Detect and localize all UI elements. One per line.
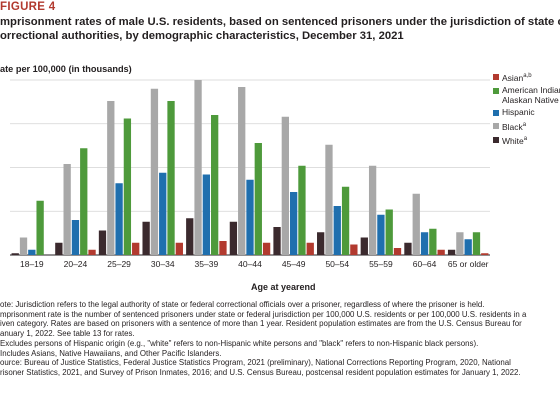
bar-american-indian-alaskan-native (123, 118, 132, 255)
bar-black (150, 88, 159, 255)
legend-item: Hispanic (493, 108, 560, 118)
legend-label: American Indian/Alaskan Native (502, 85, 560, 105)
bar-hispanic (202, 174, 211, 255)
x-tick-label: 55–59 (369, 259, 393, 269)
x-tick-label: 65 or older (448, 259, 489, 269)
bar-white (55, 242, 63, 255)
chart-notes: ote: Jurisdiction refers to the legal au… (0, 300, 560, 378)
bar-asian (393, 248, 402, 255)
bar-asian (88, 249, 96, 255)
bar-hispanic (377, 214, 385, 255)
source-line-2: risoner Statistics, 2021, and Survey of … (0, 367, 521, 377)
source-line-1: ource: Bureau of Justice Statistics, Fed… (0, 358, 511, 368)
legend-item: Asiana,b (493, 72, 560, 83)
bar-hispanic (464, 239, 472, 255)
bar-white (360, 237, 368, 255)
legend-label: Blacka (502, 121, 527, 132)
bar-white (186, 218, 194, 255)
bar-chart: 18–19 20–24 25–29 30–34 35–39 40–44 45–49 50–54… (10, 79, 490, 269)
bar-black (107, 101, 115, 255)
legend-label: Asiana,b (502, 72, 532, 83)
x-tick-label: 45–49 (282, 259, 306, 269)
bar-black (63, 164, 71, 255)
bar-white (11, 253, 19, 255)
note-line-4: anuary 1, 2022. See table 13 for rates. (0, 329, 135, 339)
bar-white (273, 227, 281, 255)
legend-item: Blacka (493, 121, 560, 132)
bar-american-indian-alaskan-native (472, 232, 481, 255)
note-line-2: mprisonment rate is the number of senten… (0, 309, 527, 319)
bar-black (368, 165, 377, 255)
x-tick-label: 50–54 (325, 259, 349, 269)
bar-american-indian-alaskan-native (36, 200, 44, 255)
chart-title-line-2: orrectional authorities, by demographic … (0, 30, 404, 42)
bar-white (229, 221, 238, 255)
y-axis-label: ate per 100,000 (in thousands) (0, 64, 132, 74)
legend-label: Whitea (502, 135, 528, 146)
bar-hispanic (115, 183, 123, 255)
x-tick-label: 30–34 (151, 259, 175, 269)
bar-hispanic (420, 232, 429, 255)
legend-item: American Indian/Alaskan Native (493, 86, 560, 105)
bar-black (238, 87, 246, 255)
bar-white (317, 232, 325, 255)
bar-american-indian-alaskan-native (254, 143, 262, 255)
legend-swatch (493, 122, 499, 129)
x-tick-label: 40–44 (238, 259, 262, 269)
bar-white (142, 221, 150, 255)
bar-asian (132, 242, 140, 255)
chart-title: mprisonment rates of male U.S. residents… (0, 15, 560, 43)
chart-legend: Asiana,b American Indian/Alaskan Native Hi… (493, 72, 560, 149)
note-line-1: ote: Jurisdiction refers to the legal au… (0, 300, 485, 309)
x-tick-label: 20–24 (64, 259, 88, 269)
bar-hispanic (159, 172, 167, 255)
legend-swatch (493, 137, 499, 144)
bar-american-indian-alaskan-native (429, 228, 437, 255)
bar-asian (306, 242, 314, 255)
bar-black (325, 144, 333, 255)
bar-asian (437, 249, 445, 255)
bar-american-indian-alaskan-native (385, 209, 393, 255)
footnote-a: Excludes persons of Hispanic origin (e.g… (0, 338, 479, 348)
chart-title-line-1: mprisonment rates of male U.S. residents… (0, 16, 560, 28)
bar-white (447, 249, 456, 255)
bar-american-indian-alaskan-native (211, 115, 219, 255)
x-tick-label: 60–64 (413, 259, 437, 269)
bar-white (404, 242, 412, 255)
bar-american-indian-alaskan-native (167, 101, 175, 255)
footnote-b: Includes Asians, Native Hawaiians, and O… (0, 348, 222, 358)
bar-black (194, 80, 202, 255)
x-axis-title: Age at yearend (251, 282, 316, 292)
bar-american-indian-alaskan-native (80, 148, 88, 255)
legend-swatch (493, 88, 499, 95)
legend-swatch (493, 74, 499, 80)
legend-item: Whitea (493, 135, 560, 146)
legend-swatch (493, 110, 499, 117)
x-tick-label: 35–39 (195, 259, 219, 269)
bar-black (281, 116, 289, 255)
figure-label: FIGURE 4 (0, 1, 56, 13)
bar-hispanic (289, 192, 298, 255)
x-tick-label: 18–19 (20, 259, 44, 269)
bar-hispanic (333, 206, 341, 255)
bar-asian (262, 242, 271, 255)
bar-american-indian-alaskan-native (341, 186, 350, 255)
bar-asian (481, 253, 489, 255)
bar-black (456, 232, 464, 255)
x-tick-label: 25–29 (107, 259, 131, 269)
note-line-3: iven category. Rates are based on prison… (0, 319, 522, 329)
legend-label: Hispanic (502, 107, 535, 118)
bar-hispanic (246, 179, 254, 255)
bar-american-indian-alaskan-native (298, 165, 306, 255)
bar-hispanic (28, 249, 36, 255)
bar-asian (350, 244, 358, 255)
bar-hispanic (71, 220, 80, 255)
bar-white (98, 230, 107, 255)
bar-asian (175, 242, 183, 255)
bar-black (412, 193, 420, 255)
bar-black (19, 237, 28, 255)
bar-asian (219, 241, 227, 255)
